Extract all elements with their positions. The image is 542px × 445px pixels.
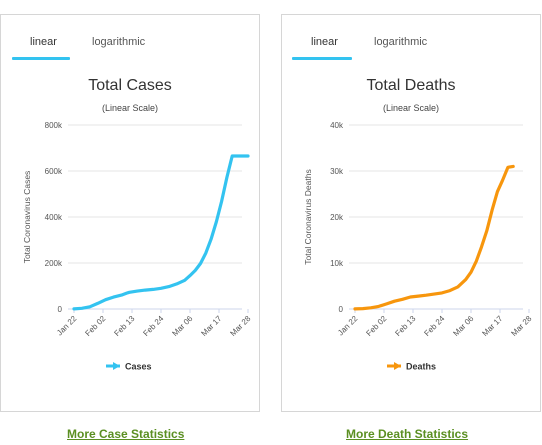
x-tick-label: Jan 22 xyxy=(55,314,79,338)
chart-title: Total Deaths xyxy=(367,77,456,94)
y-tick-label: 400k xyxy=(45,213,63,222)
series-line-deaths xyxy=(353,164,515,311)
more-death-statistics-link[interactable]: More Death Statistics xyxy=(346,427,469,441)
x-tick-label: Feb 24 xyxy=(141,314,165,338)
y-tick-label: 40k xyxy=(330,121,344,130)
x-tick-label: Mar 28 xyxy=(509,314,533,338)
x-tick-label: Feb 02 xyxy=(364,314,388,338)
y-tick-label: 0 xyxy=(58,305,63,314)
x-tick-label: Feb 13 xyxy=(112,314,136,338)
legend-label: Deaths xyxy=(406,362,436,372)
chart-subtitle: (Linear Scale) xyxy=(102,103,158,113)
y-tick-label: 10k xyxy=(330,259,344,268)
chart-title: Total Cases xyxy=(88,77,172,94)
x-tick-label: Feb 02 xyxy=(83,314,107,338)
legend-label: Cases xyxy=(125,362,152,372)
y-tick-label: 200k xyxy=(45,259,63,268)
y-axis-title: Total Coronavirus Cases xyxy=(22,171,32,264)
tab-logarithmic-cases[interactable]: logarithmic xyxy=(92,36,146,48)
x-tick-label: Mar 06 xyxy=(451,314,475,338)
x-tick-label: Mar 17 xyxy=(480,314,504,338)
y-axis-title: Total Coronavirus Deaths xyxy=(303,169,313,264)
y-tick-label: 30k xyxy=(330,167,344,176)
x-tick-label: Feb 13 xyxy=(393,314,417,338)
chart-subtitle: (Linear Scale) xyxy=(383,103,439,113)
x-tick-label: Mar 28 xyxy=(228,314,252,338)
cases-chart-card xyxy=(0,14,260,412)
x-tick-label: Feb 24 xyxy=(422,314,446,338)
tab-linear-cases[interactable]: linear xyxy=(30,36,57,48)
legend-marker-icon xyxy=(113,362,120,370)
tab-linear-deaths[interactable]: linear xyxy=(311,36,338,48)
y-tick-label: 20k xyxy=(330,213,344,222)
x-tick-label: Mar 17 xyxy=(199,314,223,338)
x-tick-label: Jan 22 xyxy=(336,314,360,338)
series-line-cases xyxy=(72,154,250,311)
deaths-chart-card xyxy=(281,14,541,412)
y-tick-label: 800k xyxy=(45,121,63,130)
y-tick-label: 0 xyxy=(339,305,344,314)
cases-chart: Total Cases (Linear Scale) 0 200k 400k 600k 80… xyxy=(22,77,253,372)
tab-active-indicator xyxy=(292,57,352,60)
deaths-chart: Total Deaths (Linear Scale) 0 10k 20k 30k 40k T… xyxy=(303,77,534,372)
tab-active-indicator xyxy=(12,57,70,60)
x-tick-label: Mar 06 xyxy=(170,314,194,338)
tab-logarithmic-deaths[interactable]: logarithmic xyxy=(374,36,428,48)
more-case-statistics-link[interactable]: More Case Statistics xyxy=(67,427,185,441)
legend-marker-icon xyxy=(394,362,401,370)
y-tick-label: 600k xyxy=(45,167,63,176)
